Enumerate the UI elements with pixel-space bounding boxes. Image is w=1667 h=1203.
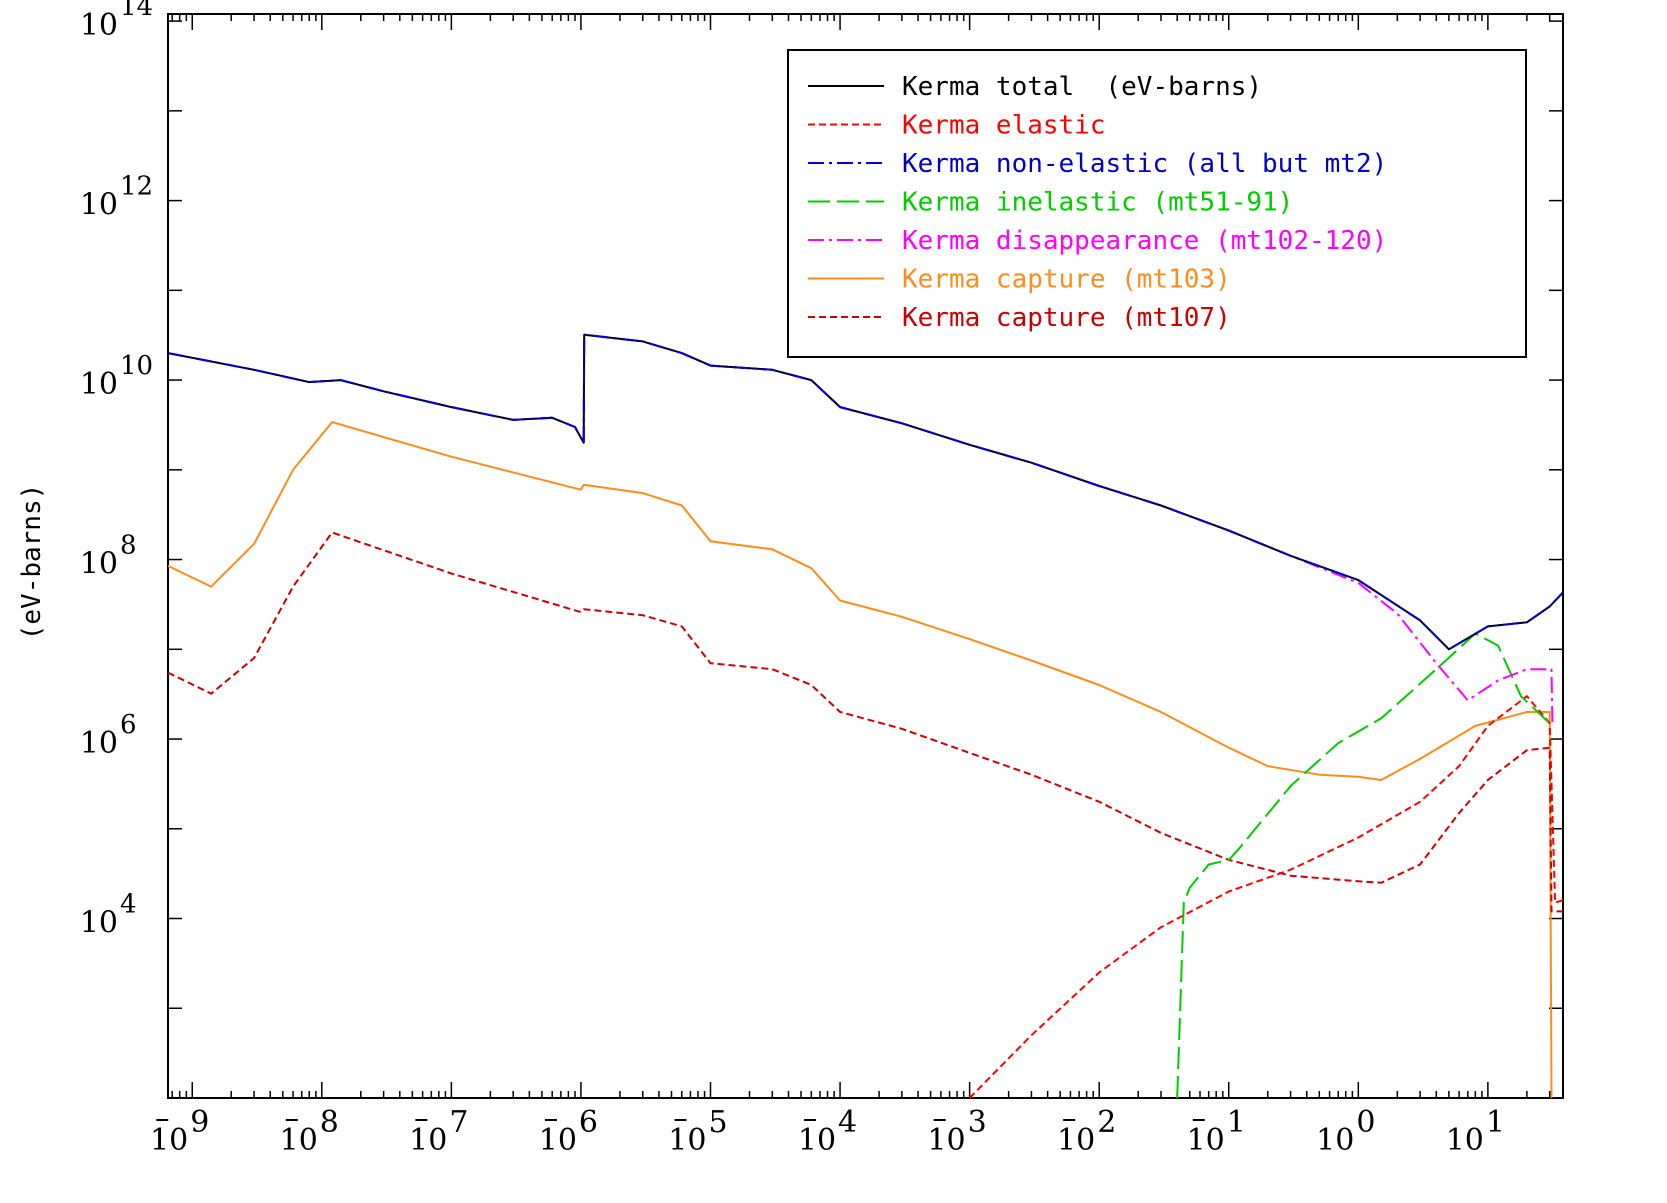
x-tick-label: 104	[798, 1105, 857, 1158]
y-tick-label-base: 10	[80, 906, 118, 941]
x-tick-label-exponent: 5	[708, 1105, 727, 1140]
legend-label-3: Kerma inelastic (mt51-91)	[902, 188, 1293, 218]
x-tick-label-base: 10	[1057, 1123, 1095, 1158]
x-tick-label-exponent: 1	[1486, 1105, 1505, 1140]
x-tick-label: 108	[280, 1105, 339, 1158]
x-tick-label: 107	[409, 1105, 468, 1158]
series-line-5	[168, 421, 1553, 1098]
x-tick-label-exponent: 3	[968, 1105, 987, 1140]
y-axis-label: (eV-barns)	[17, 484, 47, 641]
series-line-0	[168, 333, 1563, 651]
y-tick-label: 104	[80, 890, 137, 941]
y-tick-label-base: 10	[80, 726, 118, 761]
x-tick-label-base: 10	[280, 1123, 318, 1158]
y-tick-label-base: 10	[80, 367, 118, 402]
series-line-4	[168, 333, 1554, 724]
legend-label-4: Kerma disappearance (mt102-120)	[902, 226, 1387, 256]
y-tick-label: 108	[80, 531, 137, 582]
x-tick-label: 105	[668, 1105, 727, 1158]
legend-label-2: Kerma non-elastic (all but mt2)	[902, 149, 1387, 179]
y-tick-label-exponent: 12	[120, 172, 153, 202]
series-layer	[168, 333, 1563, 1098]
x-tick-label-base: 10	[539, 1123, 577, 1158]
x-tick-label-base: 10	[1446, 1123, 1484, 1158]
x-tick-label-exponent: 2	[1097, 1105, 1116, 1140]
x-tick-label-base: 10	[668, 1123, 706, 1158]
x-tick-label-base: 10	[798, 1123, 836, 1158]
x-tick-label-base: 10	[409, 1123, 447, 1158]
x-tick-label-base: 10	[150, 1123, 188, 1158]
x-tick-label: 102	[1057, 1105, 1116, 1158]
legend-label-6: Kerma capture (mt107)	[902, 303, 1231, 333]
x-tick-label: 100	[1316, 1105, 1375, 1158]
x-tick-label: 103	[927, 1105, 986, 1158]
x-tick-label-exponent: 9	[190, 1105, 209, 1140]
x-tick-label-exponent: 6	[579, 1105, 598, 1140]
y-tick-label-exponent: 4	[120, 890, 137, 920]
y-tick-label-exponent: 10	[120, 351, 153, 381]
plot-frame	[167, 13, 1564, 1099]
x-tick-label-base: 10	[1187, 1123, 1225, 1158]
x-tick-label: 101	[1187, 1105, 1246, 1158]
y-tick-label-exponent: 6	[120, 710, 137, 740]
y-tick-label-base: 10	[80, 188, 118, 223]
legend: Kerma total (eV-barns) Kerma elastic Kerma…	[787, 49, 1527, 358]
y-tick-label-base: 10	[80, 547, 118, 582]
axes-layer: 1091081071061051041031021011001011041061…	[80, 0, 1564, 1158]
y-tick-label-exponent: 8	[120, 531, 137, 561]
x-tick-label-base: 10	[1316, 1123, 1354, 1158]
x-tick-label-exponent: 8	[320, 1105, 339, 1140]
series-line-2	[168, 333, 1563, 651]
legend-label-0: Kerma total (eV-barns)	[902, 72, 1262, 102]
x-tick-label-exponent: 0	[1356, 1105, 1375, 1140]
y-tick-label-base: 10	[80, 8, 118, 43]
x-tick-label-exponent: 1	[1227, 1105, 1246, 1140]
y-tick-label: 106	[80, 710, 137, 761]
legend-box	[787, 49, 1527, 358]
x-tick-label: 106	[539, 1105, 598, 1158]
legend-label-1: Kerma elastic	[902, 111, 1106, 141]
series-line-3	[1176, 632, 1551, 1098]
x-tick-label-base: 10	[927, 1123, 965, 1158]
x-tick-label-exponent: 7	[449, 1105, 468, 1140]
x-tick-label: 101	[1446, 1105, 1505, 1158]
y-tick-label-exponent: 14	[120, 0, 153, 22]
x-tick-label-exponent: 4	[838, 1105, 857, 1140]
series-line-1	[968, 695, 1563, 1098]
x-tick-label: 109	[150, 1105, 209, 1158]
series-line-6	[168, 531, 1563, 913]
legend-label-5: Kerma capture (mt103)	[902, 265, 1231, 295]
